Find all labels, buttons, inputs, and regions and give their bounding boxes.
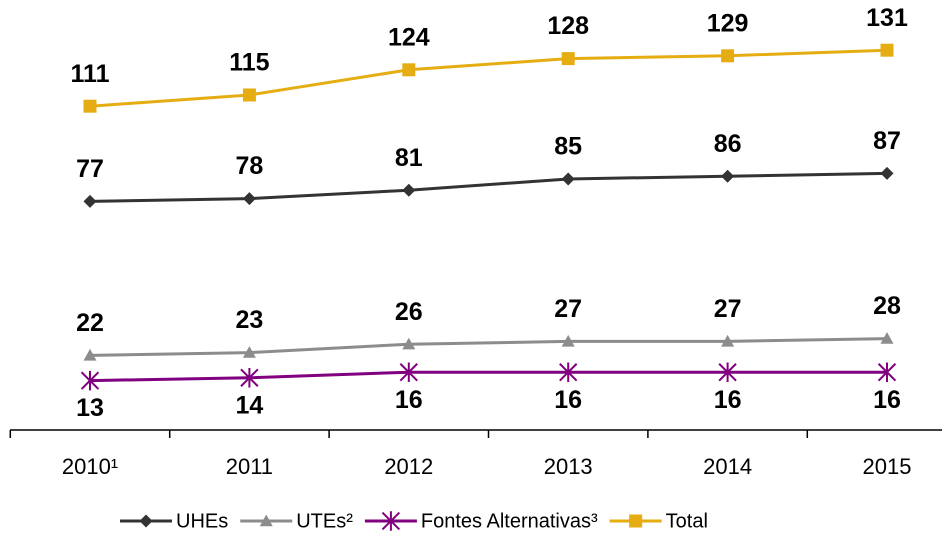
- marker: [561, 52, 575, 66]
- marker: [242, 192, 256, 206]
- data-label: 26: [395, 298, 423, 326]
- data-label: 124: [388, 23, 430, 51]
- data-label: 87: [873, 127, 901, 155]
- marker: [399, 362, 418, 382]
- legend-label: Fontes Alternativas³: [421, 510, 598, 532]
- data-label: 23: [235, 306, 263, 334]
- marker: [242, 346, 256, 358]
- data-label: 14: [235, 391, 263, 419]
- x-tick-label: 2014: [703, 454, 752, 479]
- marker: [877, 362, 897, 382]
- data-label: 115: [229, 49, 269, 77]
- marker: [629, 514, 643, 528]
- data-label: 128: [547, 12, 589, 40]
- legend-label: UTEs²: [296, 510, 353, 532]
- x-tick-label: 2010¹: [62, 454, 118, 479]
- marker: [721, 334, 735, 347]
- data-label: 16: [395, 386, 423, 414]
- marker: [721, 49, 735, 63]
- data-label: 16: [714, 386, 742, 414]
- marker: [402, 63, 416, 77]
- marker: [561, 334, 575, 347]
- marker: [559, 362, 578, 382]
- marker: [240, 368, 259, 388]
- marker: [402, 183, 416, 197]
- data-label: 16: [554, 386, 582, 414]
- x-tick-label: 2015: [863, 454, 912, 479]
- series-line: [89, 337, 888, 357]
- legend-label: UHEs: [176, 510, 228, 532]
- data-label: 28: [873, 292, 901, 320]
- data-label: 16: [873, 386, 901, 414]
- series-line: [89, 48, 888, 108]
- marker: [880, 166, 894, 180]
- series-line: [89, 171, 888, 203]
- series-line: [89, 370, 887, 383]
- marker: [880, 43, 894, 57]
- data-label: 81: [395, 144, 423, 172]
- data-label: 77: [76, 155, 104, 183]
- data-label: 86: [714, 130, 742, 158]
- marker: [381, 511, 401, 531]
- data-label: 85: [554, 133, 582, 161]
- marker: [402, 337, 416, 350]
- marker: [139, 514, 153, 528]
- data-label: 78: [235, 152, 263, 180]
- data-label: 13: [76, 394, 104, 422]
- marker: [83, 194, 97, 208]
- data-label: 22: [76, 309, 104, 337]
- marker: [259, 514, 273, 527]
- data-label: 27: [554, 295, 582, 323]
- data-label: 111: [71, 60, 110, 88]
- marker: [83, 99, 97, 113]
- marker: [242, 88, 256, 102]
- marker: [718, 362, 737, 382]
- data-label: 131: [866, 4, 908, 32]
- x-tick-label: 2013: [544, 454, 593, 479]
- x-tick-label: 2011: [226, 454, 273, 479]
- marker: [80, 370, 100, 391]
- marker: [880, 332, 894, 344]
- data-label: 27: [714, 295, 742, 323]
- marker: [561, 172, 575, 186]
- legend-label: Total: [666, 510, 708, 532]
- data-label: 129: [707, 9, 749, 37]
- x-tick-label: 2012: [384, 454, 433, 479]
- marker: [83, 348, 97, 361]
- marker: [721, 169, 735, 183]
